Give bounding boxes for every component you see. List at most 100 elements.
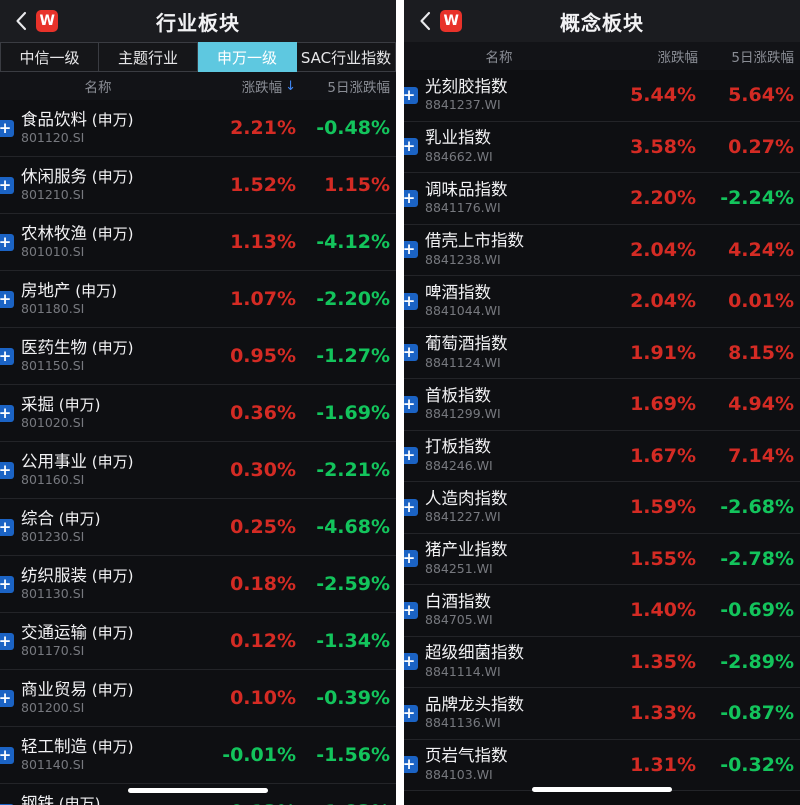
back-chevron-icon[interactable] bbox=[13, 11, 29, 31]
table-row[interactable]: + 超级细菌指数 8841114.WI 1.35% -2.89% bbox=[404, 636, 800, 688]
row-name: 公用事业 (申万) bbox=[21, 451, 134, 471]
wind-logo-icon[interactable]: W bbox=[36, 10, 58, 32]
right-navbar: W 概念板块 bbox=[404, 0, 800, 42]
row-change-value: 1.52% bbox=[230, 174, 296, 196]
add-to-watchlist-icon[interactable]: + bbox=[404, 86, 418, 104]
add-to-watchlist-icon[interactable]: + bbox=[0, 404, 14, 422]
row-code: 801120.SI bbox=[21, 130, 85, 146]
tab-theme-industry[interactable]: 主题行业 bbox=[99, 42, 198, 72]
add-to-watchlist-icon[interactable]: + bbox=[0, 233, 14, 251]
add-to-watchlist-icon[interactable]: + bbox=[0, 575, 14, 593]
add-to-watchlist-icon[interactable]: + bbox=[404, 395, 418, 413]
table-row[interactable]: + 综合 (申万) 801230.SI 0.25% -4.68% bbox=[0, 499, 396, 556]
row-change-5d-value: -1.34% bbox=[316, 630, 390, 652]
add-to-watchlist-icon[interactable]: + bbox=[404, 704, 418, 722]
table-row[interactable]: + 食品饮料 (申万) 801120.SI 2.21% -0.48% bbox=[0, 100, 396, 157]
panel-divider bbox=[396, 0, 404, 805]
add-to-watchlist-icon[interactable]: + bbox=[0, 518, 14, 536]
table-row[interactable]: + 品牌龙头指数 8841136.WI 1.33% -0.87% bbox=[404, 688, 800, 740]
row-name-suffix: (申万) bbox=[87, 110, 134, 129]
table-row[interactable]: + 公用事业 (申万) 801160.SI 0.30% -2.21% bbox=[0, 442, 396, 499]
add-to-watchlist-icon[interactable]: + bbox=[404, 498, 418, 516]
add-to-watchlist-icon[interactable]: + bbox=[404, 241, 418, 259]
row-change-5d-value: -2.59% bbox=[316, 573, 390, 595]
table-row[interactable]: + 调味品指数 8841176.WI 2.20% -2.24% bbox=[404, 173, 800, 225]
tab-citic-level1[interactable]: 中信一级 bbox=[0, 42, 99, 72]
row-change-5d-value: -2.20% bbox=[316, 288, 390, 310]
add-to-watchlist-icon[interactable]: + bbox=[0, 119, 14, 137]
row-change-5d-value: 1.15% bbox=[324, 174, 390, 196]
row-change-value: 0.95% bbox=[230, 345, 296, 367]
table-row[interactable]: + 首板指数 8841299.WI 1.69% 4.94% bbox=[404, 379, 800, 431]
table-row[interactable]: + 休闲服务 (申万) 801210.SI 1.52% 1.15% bbox=[0, 157, 396, 214]
table-row[interactable]: + 光刻胶指数 8841237.WI 5.44% 5.64% bbox=[404, 70, 800, 122]
row-name-suffix: (申万) bbox=[87, 680, 134, 699]
table-row[interactable]: + 房地产 (申万) 801180.SI 1.07% -2.20% bbox=[0, 271, 396, 328]
table-row[interactable]: + 借壳上市指数 8841238.WI 2.04% 4.24% bbox=[404, 224, 800, 276]
table-row[interactable]: + 乳业指数 884662.WI 3.58% 0.27% bbox=[404, 121, 800, 173]
add-to-watchlist-icon[interactable]: + bbox=[0, 290, 14, 308]
table-row[interactable]: + 医药生物 (申万) 801150.SI 0.95% -1.27% bbox=[0, 328, 396, 385]
table-row[interactable]: + 轻工制造 (申万) 801140.SI -0.01% -1.56% bbox=[0, 727, 396, 784]
add-to-watchlist-icon[interactable]: + bbox=[0, 461, 14, 479]
row-change-value: 1.33% bbox=[630, 702, 696, 725]
row-change-value: 1.67% bbox=[630, 444, 696, 467]
table-row[interactable]: + 纺织服装 (申万) 801130.SI 0.18% -2.59% bbox=[0, 556, 396, 613]
row-name: 钢铁 (申万) bbox=[21, 794, 196, 805]
add-to-watchlist-icon[interactable]: + bbox=[404, 601, 418, 619]
row-name: 啤酒指数 bbox=[425, 282, 491, 302]
row-name: 打板指数 bbox=[425, 437, 491, 457]
add-to-watchlist-icon[interactable]: + bbox=[0, 176, 14, 194]
add-to-watchlist-icon[interactable]: + bbox=[404, 344, 418, 362]
row-change-5d-value: -2.89% bbox=[720, 650, 794, 673]
back-chevron-icon[interactable] bbox=[417, 11, 433, 31]
industry-board-list[interactable]: + 食品饮料 (申万) 801120.SI 2.21% -0.48% + 休闲服务 (申万)… bbox=[0, 100, 396, 805]
add-to-watchlist-icon[interactable]: + bbox=[404, 653, 418, 671]
row-name-cell: 休闲服务 (申万) 801210.SI bbox=[21, 167, 196, 204]
add-to-watchlist-icon[interactable]: + bbox=[404, 550, 418, 568]
table-row[interactable]: + 啤酒指数 8841044.WI 2.04% 0.01% bbox=[404, 276, 800, 328]
add-to-watchlist-icon[interactable]: + bbox=[0, 347, 14, 365]
row-code: 884662.WI bbox=[425, 148, 493, 164]
table-row[interactable]: + 猪产业指数 884251.WI 1.55% -2.78% bbox=[404, 533, 800, 585]
column-header-change[interactable]: 涨跌幅 bbox=[657, 50, 699, 66]
table-row[interactable]: + 打板指数 884246.WI 1.67% 7.14% bbox=[404, 430, 800, 482]
row-change-value: 1.40% bbox=[630, 599, 696, 622]
add-to-watchlist-icon[interactable]: + bbox=[404, 138, 418, 156]
add-to-watchlist-icon[interactable]: + bbox=[404, 189, 418, 207]
table-row[interactable]: + 交通运输 (申万) 801170.SI 0.12% -1.34% bbox=[0, 613, 396, 670]
row-code: 8841227.WI bbox=[425, 509, 501, 525]
column-header-change-5d[interactable]: 5日涨跌幅 bbox=[731, 50, 794, 66]
add-to-watchlist-icon[interactable]: + bbox=[404, 292, 418, 310]
table-row[interactable]: + 葡萄酒指数 8841124.WI 1.91% 8.15% bbox=[404, 327, 800, 379]
row-name: 房地产 (申万) bbox=[21, 280, 117, 300]
row-name-cell: 人造肉指数 8841227.WI bbox=[425, 489, 594, 526]
column-header-change-5d[interactable]: 5日涨跌幅 bbox=[327, 80, 390, 96]
add-to-watchlist-icon[interactable]: + bbox=[404, 447, 418, 465]
row-change-5d-value: -0.69% bbox=[720, 599, 794, 622]
tab-shenwan-level1[interactable]: 申万一级 bbox=[198, 42, 297, 72]
row-name-cell: 医药生物 (申万) 801150.SI bbox=[21, 338, 196, 375]
add-to-watchlist-icon[interactable]: + bbox=[0, 746, 14, 764]
table-row[interactable]: + 采掘 (申万) 801020.SI 0.36% -1.69% bbox=[0, 385, 396, 442]
industry-board-screen: W 行业板块 中信一级 主题行业 申万一级 SAC行业指数 名称 涨跌幅 ↓ 5… bbox=[0, 0, 396, 805]
table-row[interactable]: + 农林牧渔 (申万) 801010.SI 1.13% -4.12% bbox=[0, 214, 396, 271]
concept-board-list[interactable]: + 光刻胶指数 8841237.WI 5.44% 5.64% + 乳业指数 884662.WI… bbox=[404, 70, 800, 791]
table-row[interactable]: + 人造肉指数 8841227.WI 1.59% -2.68% bbox=[404, 482, 800, 534]
table-row[interactable]: + 页岩气指数 884103.WI 1.31% -0.32% bbox=[404, 739, 800, 791]
tab-sac-industry-index[interactable]: SAC行业指数 bbox=[297, 42, 396, 72]
row-name: 农林牧渔 (申万) bbox=[21, 223, 134, 243]
row-name-cell: 啤酒指数 8841044.WI bbox=[425, 283, 594, 320]
right-column-header: 名称 涨跌幅 5日涨跌幅 bbox=[404, 42, 800, 70]
row-name: 食品饮料 (申万) bbox=[21, 109, 134, 129]
wind-logo-icon[interactable]: W bbox=[440, 10, 462, 32]
table-row[interactable]: + 白酒指数 884705.WI 1.40% -0.69% bbox=[404, 585, 800, 637]
table-row[interactable]: +钢铁 (申万)801040.SI-0.13%-1.83% bbox=[0, 784, 396, 805]
row-name: 采掘 (申万) bbox=[21, 394, 101, 414]
add-to-watchlist-icon[interactable]: + bbox=[0, 689, 14, 707]
column-header-change[interactable]: 涨跌幅 ↓ bbox=[196, 76, 300, 97]
left-navbar: W 行业板块 bbox=[0, 0, 396, 42]
add-to-watchlist-icon[interactable]: + bbox=[0, 632, 14, 650]
add-to-watchlist-icon[interactable]: + bbox=[404, 756, 418, 774]
table-row[interactable]: + 商业贸易 (申万) 801200.SI 0.10% -0.39% bbox=[0, 670, 396, 727]
